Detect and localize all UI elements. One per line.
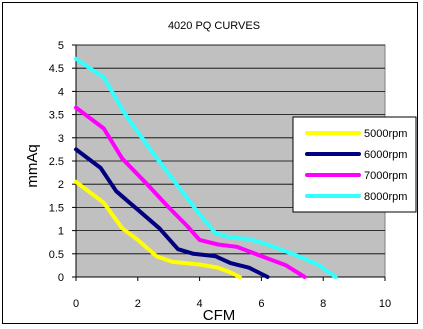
y-tick-label-5: 2.5	[49, 156, 64, 168]
y-tick-label-3: 1.5	[49, 202, 64, 214]
legend-label-6000rpm: 6000rpm	[364, 149, 407, 161]
x-tick-label-2: 4	[197, 298, 203, 310]
series-line-7000rpm	[74, 105, 307, 279]
x-tick-label-5: 10	[379, 298, 391, 310]
y-tick-label-4: 2	[58, 179, 64, 191]
y-tick-label-10: 5	[58, 40, 64, 52]
y-tick-label-0: 0	[58, 272, 64, 284]
y-axis-label: mmAq	[24, 144, 41, 187]
legend-label-7000rpm: 7000rpm	[364, 170, 407, 182]
y-tick-label-9: 4.5	[49, 63, 64, 75]
x-tick-label-1: 2	[135, 298, 141, 310]
legend-label-5000rpm: 5000rpm	[364, 128, 407, 140]
y-tick-label-6: 3	[58, 133, 64, 145]
chart-title: 4020 PQ CURVES	[168, 20, 260, 32]
y-tick-label-1: 0.5	[49, 249, 64, 261]
x-tick-label-3: 6	[258, 298, 264, 310]
x-tick-label-4: 8	[320, 298, 326, 310]
x-axis-label: CFM	[203, 307, 236, 324]
y-tick-label-8: 4	[58, 86, 64, 98]
series-line-8000rpm	[74, 56, 338, 279]
y-tick-label-2: 1	[58, 226, 64, 238]
y-tick-label-7: 3.5	[49, 110, 64, 122]
legend-label-8000rpm: 8000rpm	[364, 191, 407, 203]
series-line-6000rpm	[74, 147, 270, 279]
x-tick-label-0: 0	[73, 298, 79, 310]
series-line-5000rpm	[74, 179, 242, 279]
